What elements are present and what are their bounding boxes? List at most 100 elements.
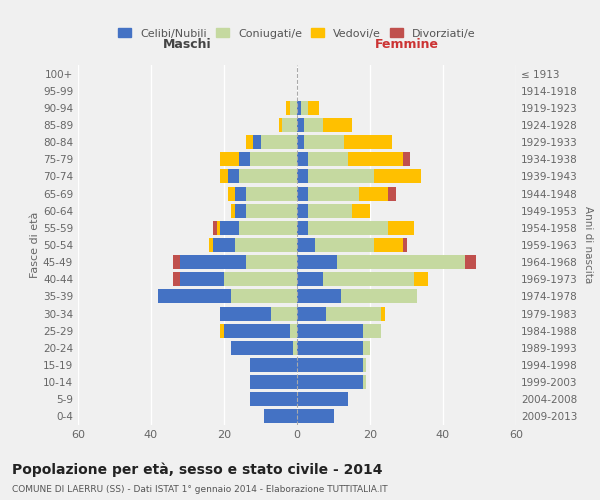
Bar [293,341,297,355]
Bar [359,186,388,200]
Bar [250,152,297,166]
Bar [213,221,217,235]
Bar [297,375,362,389]
Bar [180,255,246,269]
Bar [232,341,293,355]
Bar [224,324,290,338]
Bar [301,101,308,115]
Bar [403,152,410,166]
Bar [297,306,326,320]
Bar [279,118,283,132]
Bar [315,238,374,252]
Bar [297,358,362,372]
Legend: Celibi/Nubili, Coniugati/e, Vedovi/e, Divorziati/e: Celibi/Nubili, Coniugati/e, Vedovi/e, Di… [114,24,480,43]
Bar [308,152,348,166]
Bar [239,221,297,235]
Bar [217,221,220,235]
Bar [297,392,348,406]
Bar [235,186,246,200]
Bar [180,272,224,286]
Bar [235,204,246,218]
Bar [381,306,385,320]
Bar [403,238,407,252]
Bar [308,186,359,200]
Bar [362,324,381,338]
Y-axis label: Anni di nascita: Anni di nascita [583,206,593,284]
Bar [250,392,297,406]
Bar [308,170,374,183]
Text: Popolazione per età, sesso e stato civile - 2014: Popolazione per età, sesso e stato civil… [12,462,383,477]
Bar [297,170,308,183]
Bar [297,255,337,269]
Bar [260,135,297,149]
Bar [213,238,235,252]
Bar [220,221,239,235]
Bar [209,238,213,252]
Bar [283,118,297,132]
Bar [253,135,260,149]
Bar [414,272,428,286]
Bar [465,255,476,269]
Y-axis label: Fasce di età: Fasce di età [30,212,40,278]
Bar [352,204,370,218]
Text: Maschi: Maschi [163,38,212,52]
Bar [246,135,253,149]
Bar [232,204,235,218]
Bar [239,170,297,183]
Bar [304,135,344,149]
Bar [362,341,370,355]
Bar [323,118,352,132]
Bar [323,272,414,286]
Bar [246,204,297,218]
Bar [173,272,180,286]
Bar [297,324,362,338]
Bar [232,290,297,304]
Bar [297,152,308,166]
Bar [250,375,297,389]
Bar [227,186,235,200]
Bar [250,358,297,372]
Text: COMUNE DI LAERRU (SS) - Dati ISTAT 1° gennaio 2014 - Elaborazione TUTTITALIA.IT: COMUNE DI LAERRU (SS) - Dati ISTAT 1° ge… [12,485,388,494]
Bar [304,118,323,132]
Bar [290,324,297,338]
Bar [220,170,227,183]
Bar [374,238,403,252]
Bar [271,306,297,320]
Bar [297,272,323,286]
Bar [220,324,224,338]
Text: Femmine: Femmine [374,38,439,52]
Bar [297,221,308,235]
Bar [220,152,239,166]
Bar [297,101,301,115]
Bar [297,238,315,252]
Bar [239,152,250,166]
Bar [246,186,297,200]
Bar [158,290,232,304]
Bar [297,118,304,132]
Bar [337,255,465,269]
Bar [227,170,239,183]
Bar [362,375,367,389]
Bar [341,290,418,304]
Bar [388,186,395,200]
Bar [297,290,341,304]
Bar [362,358,367,372]
Bar [297,410,334,424]
Bar [290,101,297,115]
Bar [388,221,414,235]
Bar [297,204,308,218]
Bar [374,170,421,183]
Bar [308,204,352,218]
Bar [235,238,297,252]
Bar [224,272,297,286]
Bar [348,152,403,166]
Bar [344,135,392,149]
Bar [308,221,388,235]
Bar [264,410,297,424]
Bar [326,306,381,320]
Bar [220,306,271,320]
Bar [308,101,319,115]
Bar [173,255,180,269]
Bar [297,341,362,355]
Bar [297,135,304,149]
